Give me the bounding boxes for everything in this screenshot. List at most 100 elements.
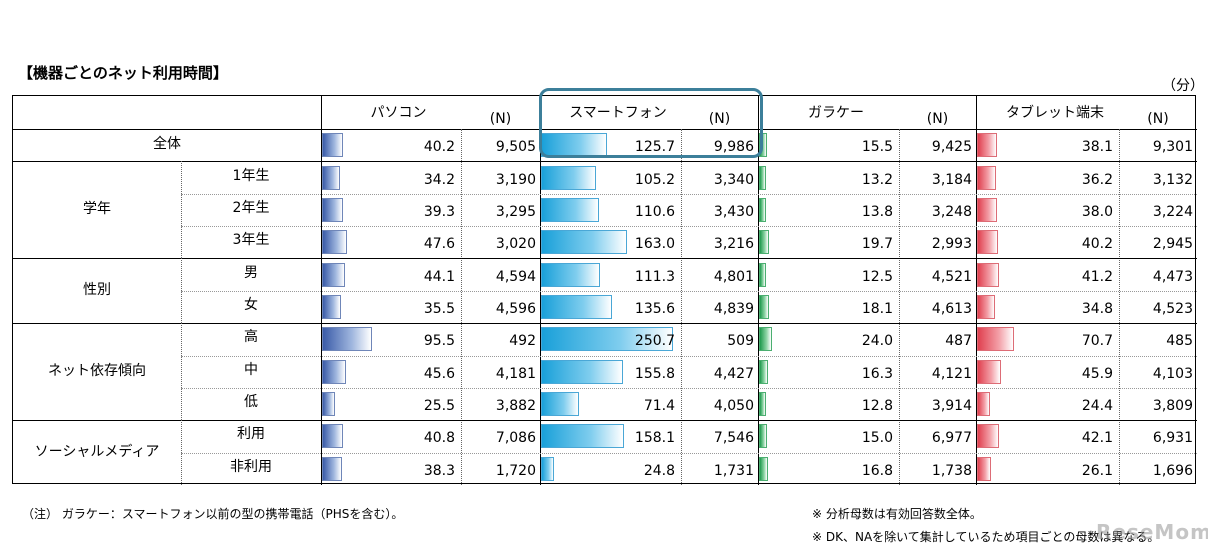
n-value: 3,340 <box>713 171 754 188</box>
bar-fp <box>759 295 769 319</box>
row-label: 女 <box>244 297 258 313</box>
row-divider-10 <box>181 452 1197 454</box>
value-label: 24.8 <box>643 462 675 479</box>
bar-tb <box>977 295 996 319</box>
n-value: 1,696 <box>1152 462 1193 479</box>
n-value: 3,882 <box>495 398 536 415</box>
bar-pc <box>322 165 340 190</box>
bar-tb <box>977 424 1000 449</box>
n-value: 4,596 <box>495 301 536 317</box>
bar-sp <box>541 359 624 384</box>
value-label: 24.4 <box>1081 398 1113 415</box>
n-value: 6,931 <box>1152 430 1193 447</box>
value-label: 39.3 <box>423 203 455 220</box>
value-label: 18.1 <box>861 301 893 317</box>
value-label: 111.3 <box>634 268 675 285</box>
value-label: 38.1 <box>1081 139 1113 156</box>
group-label: ネット依存傾向 <box>48 362 146 379</box>
bar-sp <box>541 424 625 449</box>
row-divider-3 <box>181 226 1197 228</box>
n-header: (N) <box>926 111 949 127</box>
n-value: 1,731 <box>713 462 754 479</box>
n-value: 3,248 <box>931 203 972 220</box>
n-value: 3,132 <box>1152 171 1193 188</box>
watermark-logo: ReseMom <box>1096 520 1208 544</box>
bar-sp <box>541 392 579 417</box>
bar-fp <box>759 456 768 481</box>
n-value: 1,720 <box>495 462 536 479</box>
bar-pc <box>322 327 373 352</box>
data-table: 全体 学年 性別 ネット依存傾向 ソーシャルメディア パソコン (N) スマートフォン (N) ガ… <box>12 95 1197 485</box>
n-value: 492 <box>509 333 536 350</box>
bar-sp <box>541 197 600 222</box>
bar-fp <box>759 392 766 417</box>
n-value: 9,425 <box>931 139 972 156</box>
col-divider-pc <box>321 96 322 485</box>
row-divider-7 <box>181 355 1197 357</box>
n-value: 509 <box>727 333 754 350</box>
n-value: 3,190 <box>495 171 536 188</box>
n-value: 9,301 <box>1152 139 1193 156</box>
bar-sp <box>541 456 555 481</box>
row-label: 1年生 <box>232 167 270 184</box>
value-label: 35.5 <box>423 301 455 317</box>
n-value: 4,594 <box>495 268 536 285</box>
n-divider-0 <box>461 129 462 485</box>
n-divider-1 <box>681 129 682 485</box>
value-label: 16.3 <box>861 365 893 382</box>
n-value: 3,224 <box>1152 203 1193 220</box>
group-label: 全体 <box>153 136 181 153</box>
bar-tb <box>977 359 1002 384</box>
bar-sp <box>541 295 613 319</box>
value-label: 12.5 <box>861 268 893 285</box>
bar-fp <box>759 230 770 255</box>
device-header: タブレット端末 <box>1006 105 1104 121</box>
value-label: 19.7 <box>861 236 893 253</box>
device-header: パソコン <box>370 105 427 121</box>
value-label: 44.1 <box>423 268 455 285</box>
bar-tb <box>977 262 999 287</box>
bar-tb <box>977 165 997 190</box>
value-label: 16.8 <box>861 462 893 479</box>
bar-tb <box>977 456 991 481</box>
value-label: 45.6 <box>423 365 455 382</box>
n-value: 2,993 <box>931 236 972 253</box>
group-label: 学年 <box>83 200 111 217</box>
value-label: 250.7 <box>634 333 675 350</box>
n-header: (N) <box>1147 111 1169 127</box>
footnote-right-2: ※ DK、NAを除いて集計しているため項目ごとの母数は異なる。 <box>812 530 1160 544</box>
n-value: 4,050 <box>713 398 754 415</box>
bar-tb <box>977 230 999 255</box>
value-label: 13.2 <box>861 171 893 188</box>
value-label: 26.1 <box>1081 462 1113 479</box>
value-label: 15.5 <box>861 139 893 156</box>
row-divider-2 <box>181 193 1197 195</box>
bar-fp <box>759 133 768 158</box>
value-label: 110.6 <box>634 203 675 220</box>
n-value: 6,977 <box>931 430 972 447</box>
bar-sp <box>541 262 600 287</box>
value-label: 24.0 <box>861 333 893 350</box>
value-label: 13.8 <box>861 203 893 220</box>
label-divider-3 <box>181 323 182 421</box>
n-divider-2 <box>899 129 900 485</box>
value-label: 40.2 <box>1081 236 1113 253</box>
n-value: 9,986 <box>713 139 754 156</box>
n-value: 7,546 <box>713 430 754 447</box>
bar-fp <box>759 197 767 222</box>
bar-tb <box>977 327 1015 352</box>
n-value: 4,801 <box>713 268 754 285</box>
value-label: 163.0 <box>634 236 675 253</box>
label-divider-1 <box>181 161 182 259</box>
n-value: 3,430 <box>713 203 754 220</box>
value-label: 71.4 <box>643 398 675 415</box>
row-divider-5 <box>181 290 1197 292</box>
n-header: (N) <box>708 111 731 127</box>
col-divider-device-1 <box>540 96 541 485</box>
n-value: 1,738 <box>931 462 972 479</box>
n-value: 3,914 <box>931 398 972 415</box>
device-header: ガラケー <box>808 105 864 121</box>
value-label: 155.8 <box>634 365 675 382</box>
n-header: (N) <box>489 111 512 127</box>
n-divider-3 <box>1119 129 1120 485</box>
